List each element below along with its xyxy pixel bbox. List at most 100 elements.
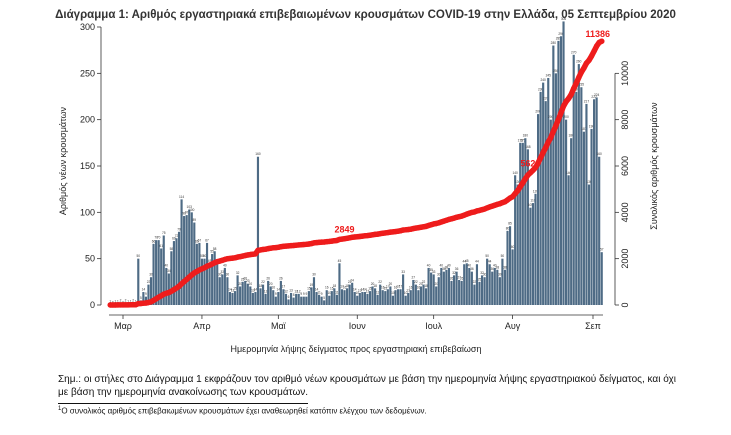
bar bbox=[458, 279, 461, 305]
bar-label: 40 bbox=[447, 263, 451, 267]
bar bbox=[542, 82, 545, 305]
bar-label: 45 bbox=[208, 259, 212, 263]
bar-label: 16 bbox=[394, 286, 398, 290]
cumulative-point bbox=[514, 187, 521, 194]
bar bbox=[183, 216, 186, 305]
bar-label: 15 bbox=[330, 287, 334, 291]
bar bbox=[346, 288, 349, 305]
y-tick-label-right: 2000 bbox=[620, 249, 630, 269]
bar-label: 70 bbox=[154, 236, 158, 240]
cumulative-point bbox=[545, 139, 551, 145]
bar-label: 12 bbox=[297, 289, 301, 293]
bar-label: 16 bbox=[409, 286, 413, 290]
cumulative-point bbox=[537, 155, 544, 161]
bar bbox=[559, 36, 563, 306]
bar-label: 12 bbox=[294, 289, 298, 293]
bar-label: 32 bbox=[452, 271, 456, 275]
bar bbox=[414, 284, 417, 305]
bar bbox=[386, 289, 389, 305]
bar-label: 168 bbox=[525, 145, 531, 149]
bar bbox=[343, 290, 346, 305]
bar-label: 6 bbox=[288, 295, 290, 299]
bar-label: 1 bbox=[127, 300, 129, 304]
bar bbox=[221, 274, 224, 305]
cumulative-point bbox=[581, 65, 587, 71]
y-tick-label-left: 100 bbox=[80, 207, 95, 217]
bar-label: 36 bbox=[490, 267, 494, 271]
bar-label: 180 bbox=[523, 134, 529, 138]
cumulative-point bbox=[532, 164, 539, 171]
bar-label: 16 bbox=[381, 286, 385, 290]
bar bbox=[549, 119, 552, 306]
bar-label: 14 bbox=[315, 288, 319, 292]
bar bbox=[267, 280, 270, 305]
bar-label: 14 bbox=[277, 288, 281, 292]
bar-label: 17 bbox=[386, 285, 390, 289]
x-tick-label: Απρ bbox=[193, 321, 210, 331]
bar-label: 200 bbox=[548, 115, 554, 119]
y-tick-label-right: 4000 bbox=[620, 202, 630, 222]
bar-label: 33 bbox=[221, 270, 225, 274]
bar-label: 1 bbox=[130, 300, 132, 304]
bar bbox=[353, 292, 356, 305]
bar bbox=[236, 275, 239, 305]
bar bbox=[315, 292, 318, 305]
bar bbox=[526, 149, 529, 305]
bar-label: 18 bbox=[345, 284, 349, 288]
bar bbox=[264, 293, 267, 305]
bar-label: 1 bbox=[109, 300, 111, 304]
bar-label: 22 bbox=[261, 280, 265, 284]
bar-label: 230 bbox=[538, 87, 544, 91]
bar bbox=[160, 248, 163, 305]
bar bbox=[165, 267, 168, 305]
bar-label: 187 bbox=[581, 127, 587, 131]
bar-label: 55 bbox=[210, 250, 214, 254]
y-tick-label-left: 0 bbox=[90, 300, 95, 310]
bar-label: 15 bbox=[368, 287, 372, 291]
y-tick-label-right: 10000 bbox=[620, 61, 630, 86]
bar-label: 34 bbox=[167, 269, 171, 273]
bar-label: 50 bbox=[203, 254, 207, 258]
bar-label: 12 bbox=[366, 289, 370, 293]
bar bbox=[422, 284, 425, 305]
bar-label: 245 bbox=[546, 73, 552, 77]
bar bbox=[338, 263, 341, 305]
bar-label: 20 bbox=[371, 282, 375, 286]
cumulative-point bbox=[550, 128, 557, 135]
bar-label: 75 bbox=[162, 231, 166, 235]
bar-label: 1 bbox=[117, 300, 119, 304]
bar bbox=[496, 269, 499, 305]
bar-label: 13 bbox=[251, 288, 255, 292]
bar-label: 19 bbox=[310, 283, 314, 287]
bar bbox=[572, 54, 575, 305]
bar bbox=[590, 128, 593, 305]
bar bbox=[593, 99, 596, 305]
bar-label: 17 bbox=[396, 285, 400, 289]
bar bbox=[587, 184, 591, 305]
bar bbox=[440, 267, 443, 305]
bar-label: 38 bbox=[496, 265, 500, 269]
bar bbox=[491, 271, 494, 305]
bar-label: 235 bbox=[579, 83, 585, 87]
bar bbox=[570, 138, 573, 305]
bar-label: 110 bbox=[530, 199, 535, 203]
bar bbox=[269, 286, 272, 305]
bar-label: 70 bbox=[157, 236, 161, 240]
bar bbox=[172, 241, 176, 305]
bar-label: 17 bbox=[340, 285, 344, 289]
bar-label: 260 bbox=[576, 60, 582, 64]
bar bbox=[272, 290, 275, 305]
bar bbox=[205, 242, 209, 305]
bar-label: 16 bbox=[417, 286, 421, 290]
bar-label: 22 bbox=[422, 280, 426, 284]
bar bbox=[177, 231, 181, 305]
bar-label: 30 bbox=[226, 273, 230, 277]
bar bbox=[419, 286, 423, 305]
bar-label: 30 bbox=[312, 273, 316, 277]
bar-label: 9 bbox=[145, 292, 147, 296]
bar bbox=[575, 91, 578, 305]
bar bbox=[511, 249, 514, 305]
bar bbox=[300, 296, 303, 305]
bar-label: 12 bbox=[264, 289, 268, 293]
bar-label: 20 bbox=[434, 282, 438, 286]
